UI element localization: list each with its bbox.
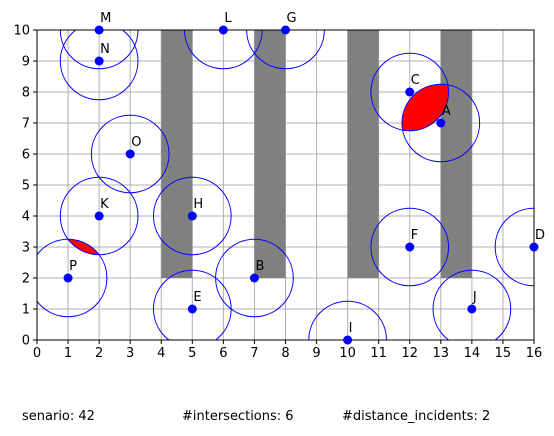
x-tick-label: 5 (188, 346, 196, 361)
obstacle-wall (161, 30, 193, 278)
y-tick-label: 2 (22, 272, 30, 287)
x-tick-label: 7 (250, 346, 258, 361)
agent-label: E (193, 290, 201, 305)
agent-point (125, 149, 135, 159)
agent-label: O (131, 135, 141, 150)
scenario-label: senario: 42 (22, 409, 95, 424)
agent-point (63, 273, 73, 283)
x-tick-label: 10 (339, 346, 356, 361)
agent-point (218, 25, 228, 35)
agent-label: C (411, 73, 420, 88)
safety-circle (494, 207, 534, 287)
agent-point (94, 25, 104, 35)
agent-point (281, 25, 290, 35)
agent-point (529, 242, 539, 252)
agent-label: F (411, 228, 418, 243)
y-tick-label: 3 (22, 241, 30, 256)
agent-point (94, 211, 104, 221)
agent-point (249, 273, 259, 283)
agent-label: D (535, 228, 545, 243)
x-tick-label: 1 (64, 346, 72, 361)
agent-point (94, 56, 104, 66)
safety-circle (246, 30, 325, 70)
agent-label: L (224, 11, 232, 26)
y-tick-label: 0 (22, 334, 30, 349)
obstacles (161, 30, 472, 278)
safety-circle (184, 30, 263, 70)
x-tick-label: 12 (401, 346, 418, 361)
safety-circle (432, 269, 512, 340)
y-tick-label: 9 (22, 55, 30, 70)
conflict-region (68, 239, 100, 255)
x-tick-label: 6 (219, 346, 227, 361)
intersections-count: #intersections: 6 (182, 409, 294, 424)
obstacle-wall (347, 30, 379, 278)
x-tick-label: 16 (526, 346, 543, 361)
safety-circle (152, 269, 232, 340)
y-tick-label: 8 (22, 86, 30, 101)
agent-label: J (472, 290, 477, 305)
agent-label: P (69, 259, 77, 274)
x-tick-label: 8 (281, 346, 289, 361)
obstacle-wall (440, 30, 472, 278)
y-tick-label: 5 (22, 179, 30, 194)
x-tick-label: 2 (95, 346, 103, 361)
agent-point (187, 211, 197, 221)
safety-circle (370, 207, 450, 287)
y-tick-label: 7 (22, 117, 30, 132)
y-tick-label: 1 (22, 303, 30, 318)
x-tick-label: 3 (126, 346, 134, 361)
x-tick-label: 14 (464, 346, 481, 361)
agent-point (405, 242, 415, 252)
x-tick-label: 13 (433, 346, 450, 361)
x-tick-label: 9 (312, 346, 320, 361)
agent-label: N (100, 42, 110, 57)
x-tick-label: 0 (33, 346, 41, 361)
y-tick-label: 6 (22, 148, 30, 163)
agent-label: K (100, 197, 109, 212)
agent-label: I (349, 321, 353, 336)
obstacle-wall (254, 30, 286, 278)
agent-point (467, 304, 477, 314)
agent-label: M (100, 11, 111, 26)
agent-point (187, 304, 197, 314)
safety-circle (59, 30, 139, 101)
distance-incidents-count: #distance_incidents: 2 (342, 409, 491, 424)
safety-circle (152, 176, 232, 256)
safety-circle (401, 83, 481, 163)
agent-points: M L G N C A O K H F D P B E J I (63, 11, 545, 345)
agent-label: A (442, 104, 451, 119)
agent-point (405, 87, 415, 97)
agent-label: B (255, 259, 264, 274)
agent-label: G (287, 11, 297, 26)
x-tick-label: 11 (370, 346, 387, 361)
y-tick-label: 4 (22, 210, 30, 225)
safety-circle (308, 300, 387, 340)
safety-circle (370, 52, 450, 132)
safety-circles (37, 30, 534, 340)
safety-circle (37, 238, 108, 318)
safety-circle (59, 30, 139, 70)
y-tick-label: 10 (13, 24, 30, 39)
agent-label: H (193, 197, 203, 212)
x-tick-label: 4 (157, 346, 165, 361)
agent-point (436, 118, 446, 128)
x-tick-label: 15 (495, 346, 512, 361)
agent-point (343, 335, 353, 345)
